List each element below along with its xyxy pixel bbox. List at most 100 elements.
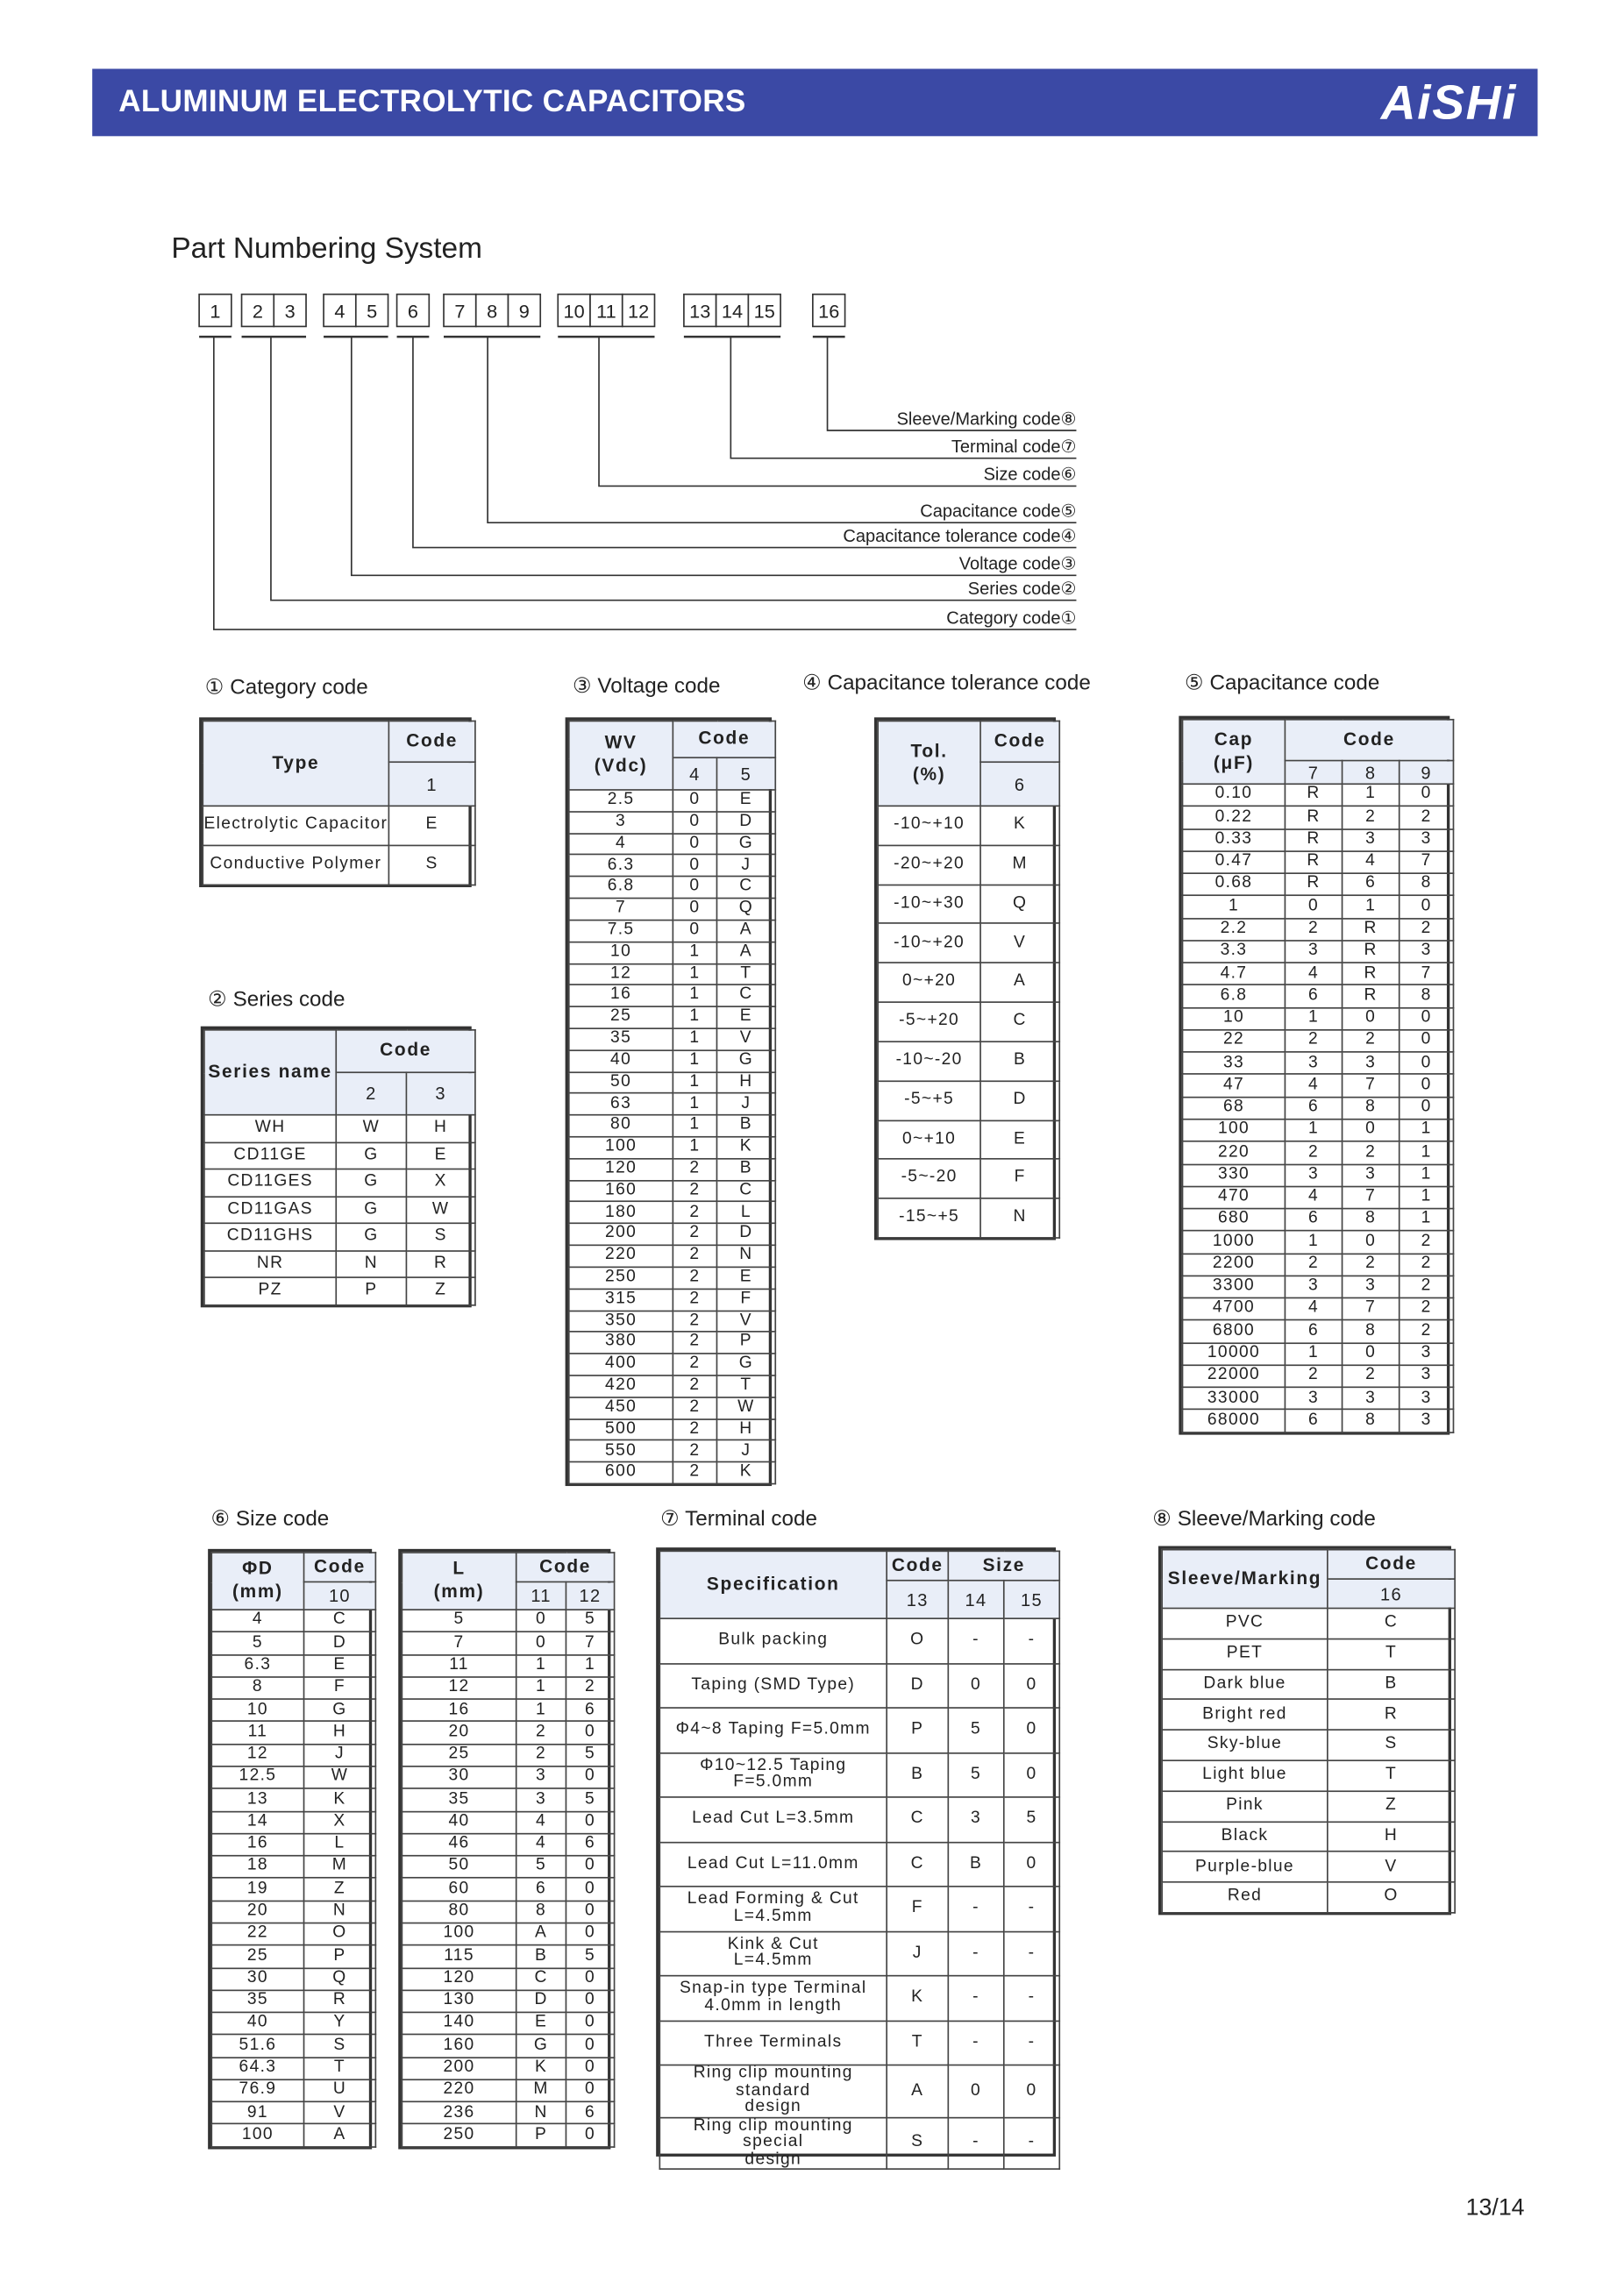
- row-label-cell: Kink & Cut L=4.5mm: [659, 1930, 888, 1977]
- table-row: 80 8 0: [401, 1900, 616, 1924]
- row-label-cell: 200: [567, 1222, 674, 1247]
- row-label-cell: Red: [1161, 1881, 1328, 1914]
- code-cell: 0: [1398, 783, 1455, 807]
- row-label-cell: 63: [567, 1092, 674, 1116]
- code-cell: -: [1002, 1930, 1061, 1977]
- code-cell: R: [1341, 939, 1400, 964]
- code-cell: R: [1284, 872, 1343, 897]
- code-cell: 3: [1284, 1386, 1343, 1411]
- row-label-cell: 6.3: [567, 854, 674, 878]
- code-cell: 2: [1398, 805, 1455, 830]
- code-cell: -: [1002, 2115, 1061, 2170]
- row-label-cell: Ring clip mounting special design: [659, 2115, 888, 2170]
- code-cell: 1: [1398, 1162, 1455, 1188]
- row-label-cell: 4: [567, 832, 674, 857]
- code-cell: M: [515, 2079, 567, 2103]
- code-cell: 2: [1398, 1252, 1455, 1276]
- code-cell: Z: [405, 1276, 476, 1306]
- code-cell: 5: [565, 1788, 616, 1812]
- row-label-cell: 130: [401, 1989, 517, 2014]
- code-cell: Q: [716, 897, 777, 921]
- row-label-cell: 120: [567, 1157, 674, 1182]
- table-row: 40 Y: [210, 2011, 377, 2036]
- code-cell: M: [979, 844, 1061, 885]
- code-cell: 5: [565, 1743, 616, 1767]
- digit-label: 3: [285, 300, 296, 322]
- table-row: PVC C: [1161, 1607, 1456, 1640]
- column-number-cell: 7: [1284, 759, 1343, 785]
- code-cell: K: [716, 1135, 777, 1160]
- code-cell: W: [716, 1396, 777, 1420]
- code-cell: 2: [515, 1720, 567, 1745]
- row-label-cell: CD11GAS: [203, 1195, 338, 1225]
- code-cell: 1: [672, 1135, 718, 1160]
- digit-box: [354, 293, 389, 328]
- code-cell: J: [716, 1092, 777, 1116]
- code-cell: 2: [1284, 1252, 1343, 1276]
- code-cell: E: [979, 1119, 1061, 1161]
- code-cell: 2: [672, 1375, 718, 1398]
- table-row: 2.5 0 E: [567, 789, 777, 813]
- code-cell: T: [303, 2056, 377, 2080]
- code-cell: 6: [1284, 1207, 1343, 1233]
- code-cell: 4: [515, 1832, 567, 1857]
- code-cell: F: [886, 1885, 950, 1932]
- column-number-cell: 11: [515, 1581, 567, 1610]
- code-cell: 8: [1341, 1207, 1400, 1233]
- table-row: 220 2 N: [567, 1244, 777, 1269]
- code-cell: N: [979, 1198, 1061, 1239]
- row-label-cell: NR: [203, 1249, 338, 1279]
- size-l-code-table: L (mm) Code 11 12 5 0 5 7 0 7 11 1 1 12 1 2 16 1 6 20 2 0 25 2 5…: [398, 1548, 616, 2150]
- code-cell: 1: [1284, 1230, 1343, 1255]
- row-label-cell: 1: [1181, 894, 1286, 920]
- series-code-table: Series name Code 2 3 WH W H CD11GE G E CD11GES G X CD…: [200, 1026, 476, 1308]
- code-cell: D: [886, 1662, 950, 1709]
- row-label-cell: 33000: [1181, 1386, 1286, 1411]
- code-cell: R: [405, 1249, 476, 1279]
- code-cell: K: [515, 2056, 567, 2080]
- table-row: 20 2 0: [401, 1720, 616, 1745]
- row-label-cell: -10~+20: [877, 922, 981, 964]
- code-cell: 2: [1398, 1319, 1455, 1344]
- code-cell: C: [303, 1609, 377, 1633]
- code-cell: H: [303, 1720, 377, 1745]
- table-row: 420 2 T: [567, 1375, 777, 1398]
- column-number-cell: 8: [1341, 759, 1400, 785]
- code-cell: 0: [672, 832, 718, 857]
- code-cell: 0: [565, 1809, 616, 1835]
- table-row: 13 K: [210, 1788, 377, 1812]
- header-cell: Code: [1284, 718, 1455, 762]
- code-cell: M: [303, 1855, 377, 1880]
- row-label-cell: Lead Cut L=3.5mm: [659, 1796, 888, 1843]
- table-row: Ring clip mounting special design S - -: [659, 2115, 1061, 2170]
- table-row: 0.68 R 6 8: [1181, 872, 1455, 897]
- code-cell: 1: [1398, 1207, 1455, 1233]
- code-cell: V: [716, 1027, 777, 1051]
- row-label-cell: 4: [210, 1609, 305, 1633]
- code-cell: 2: [672, 1418, 718, 1441]
- code-cell: 2: [672, 1461, 718, 1485]
- code-cell: P: [303, 1944, 377, 1969]
- section-heading-size_d: ⑥ Size code: [210, 1508, 330, 1532]
- digit-box: [273, 293, 307, 328]
- row-label-cell: 16: [401, 1698, 517, 1723]
- table-row: Red O: [1161, 1881, 1456, 1914]
- column-number-cell: 9: [1398, 759, 1455, 785]
- code-cell: 7: [1341, 1073, 1400, 1098]
- code-cell: 1: [672, 1092, 718, 1116]
- table-row: Bright red R: [1161, 1698, 1456, 1731]
- code-cell: 2: [1284, 1364, 1343, 1389]
- digit-label: 6: [408, 300, 418, 322]
- row-label-cell: WH: [203, 1113, 338, 1143]
- row-label-cell: 3.3: [1181, 939, 1286, 964]
- table-row: 200 2 D: [567, 1222, 777, 1247]
- code-cell: E: [405, 1141, 476, 1170]
- table-row: 12 J: [210, 1743, 377, 1767]
- code-cell: E: [388, 805, 476, 847]
- code-cell: T: [716, 963, 777, 986]
- row-label-cell: 35: [210, 1989, 305, 2014]
- row-label-cell: 51.6: [210, 2034, 305, 2058]
- field-label: Category code①: [946, 608, 1076, 628]
